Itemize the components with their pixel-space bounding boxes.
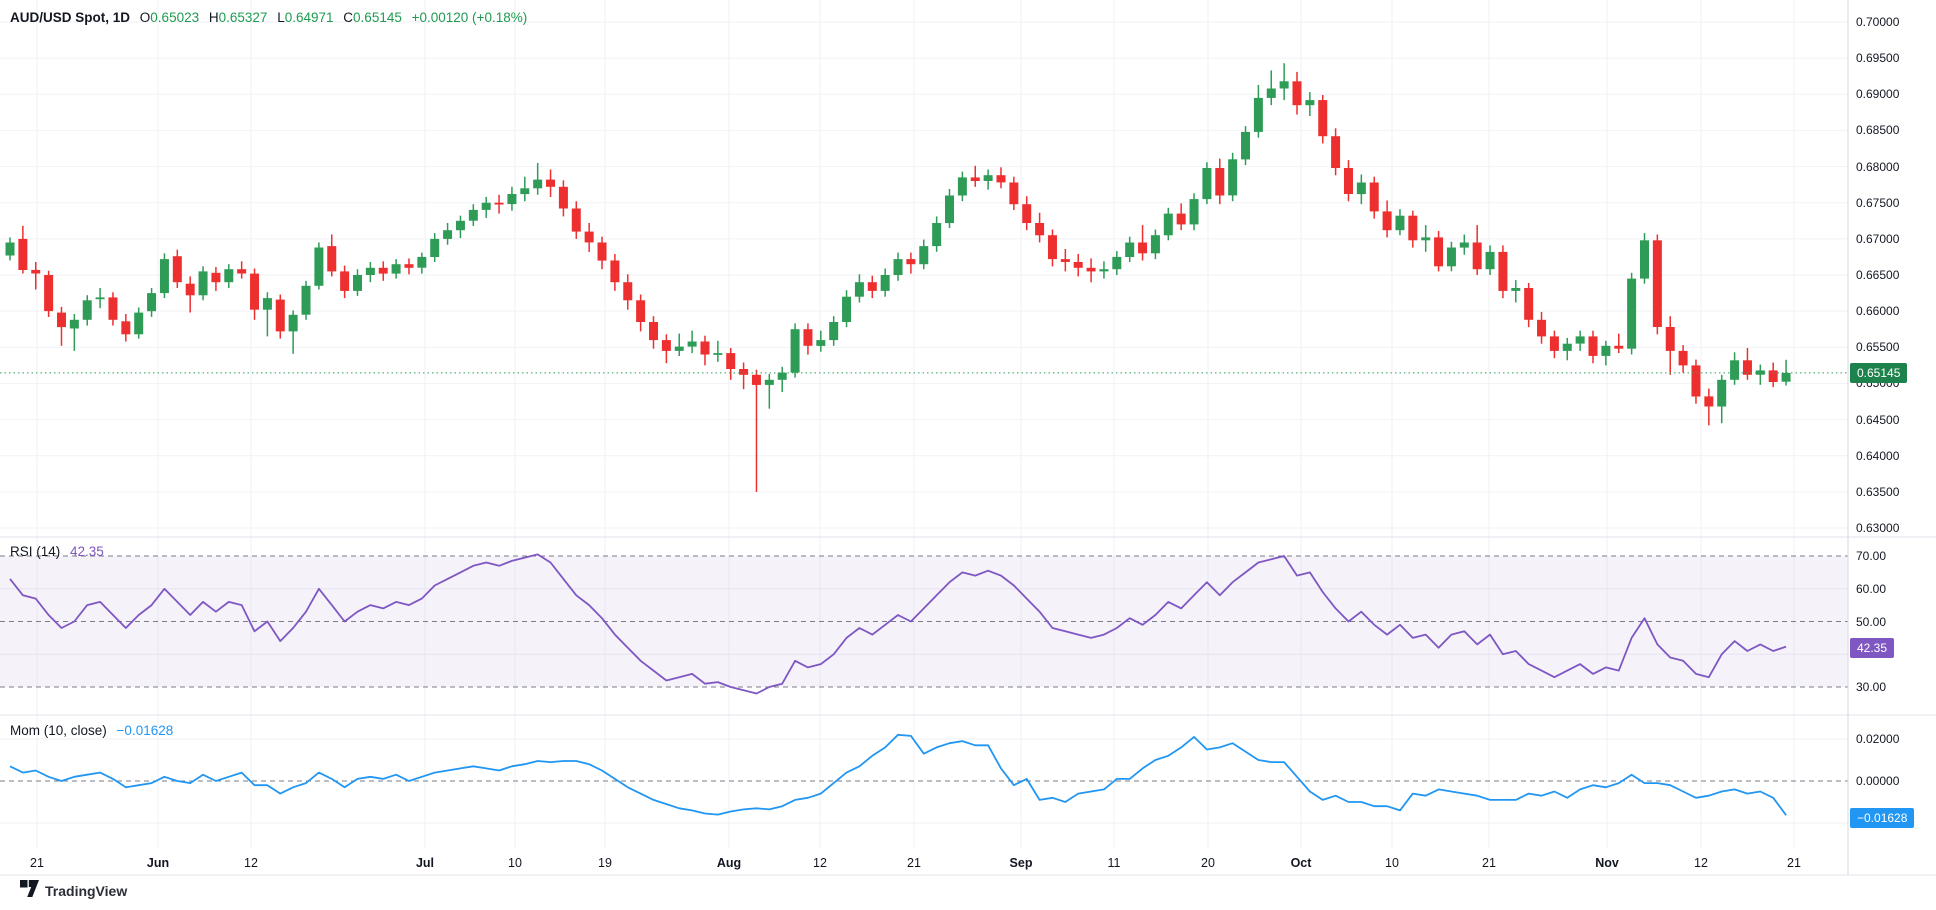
low-value: 0.64971 — [284, 10, 334, 25]
time-axis-day-label: 21 — [1787, 856, 1801, 870]
open-label: O — [139, 10, 151, 25]
time-axis-day-label: 10 — [1385, 856, 1399, 870]
price-axis-label: 0.70000 — [1856, 15, 1900, 29]
time-axis-day-label: 10 — [508, 856, 522, 870]
momentum-axis-label: 0.02000 — [1856, 732, 1900, 746]
price-axis-label: 0.64500 — [1856, 413, 1900, 427]
tradingview-logo-icon — [20, 880, 39, 902]
price-axis-label: 0.66000 — [1856, 304, 1900, 318]
time-axis-day-label: 21 — [907, 856, 921, 870]
time-axis-day-label: 11 — [1107, 856, 1121, 870]
time-axis-day-label: 12 — [813, 856, 827, 870]
price-axis-label: 0.68500 — [1856, 123, 1900, 137]
price-axis-label: 0.69000 — [1856, 87, 1900, 101]
price-axis-label: 0.64000 — [1856, 449, 1900, 463]
time-axis-month-label: Jul — [415, 856, 435, 870]
time-axis-month-label: Jun — [146, 856, 170, 870]
time-axis-day-label: 19 — [598, 856, 612, 870]
time-axis-day-label: 12 — [1694, 856, 1708, 870]
price-axis-label: 0.67000 — [1856, 232, 1900, 246]
tradingview-attribution[interactable]: TradingView — [20, 880, 127, 902]
rsi-axis-label: 50.00 — [1856, 615, 1887, 629]
low-label: L — [277, 10, 285, 25]
time-axis-day-label: 20 — [1201, 856, 1215, 870]
time-axis-month-label: Sep — [1009, 856, 1033, 870]
price-axis-label: 0.63000 — [1856, 521, 1900, 535]
price-axis-label: 0.67500 — [1856, 196, 1900, 210]
change-value: +0.00120 (+0.18%) — [411, 10, 528, 25]
symbol-legend: AUD/USD Spot, 1D O0.65023 H0.65327 L0.64… — [10, 10, 527, 25]
tradingview-logo-text: TradingView — [45, 883, 128, 899]
momentum-indicator-title[interactable]: Mom (10, close) — [10, 723, 107, 738]
momentum-axis-label: 0.00000 — [1856, 774, 1900, 788]
time-axis-day-label: 12 — [244, 856, 258, 870]
rsi-axis-label: 60.00 — [1856, 582, 1887, 596]
rsi-value: 42.35 — [70, 544, 104, 559]
time-axis-day-label: 21 — [30, 856, 44, 870]
price-axis-label: 0.68000 — [1856, 160, 1900, 174]
rsi-axis-label: 70.00 — [1856, 549, 1887, 563]
symbol-title[interactable]: AUD/USD Spot, 1D — [10, 10, 131, 25]
rsi-axis-label: 30.00 — [1856, 680, 1887, 694]
high-label: H — [208, 10, 219, 25]
last-price-badge: 0.65145 — [1850, 363, 1908, 383]
rsi-legend: RSI (14) 42.35 — [10, 544, 104, 559]
high-value: 0.65327 — [218, 10, 268, 25]
rsi-indicator-title[interactable]: RSI (14) — [10, 544, 61, 559]
price-axis-label: 0.69500 — [1856, 51, 1900, 65]
time-axis-day-label: 21 — [1482, 856, 1496, 870]
momentum-value-badge: −0.01628 — [1850, 808, 1915, 828]
open-value: 0.65023 — [150, 10, 200, 25]
price-axis-label: 0.65500 — [1856, 340, 1900, 354]
rsi-value-badge: 42.35 — [1850, 638, 1895, 658]
close-value: 0.65145 — [353, 10, 402, 25]
close-label: C — [343, 10, 354, 25]
price-axis-label: 0.66500 — [1856, 268, 1900, 282]
time-axis-month-label: Aug — [716, 856, 742, 870]
time-axis-month-label: Nov — [1595, 856, 1619, 870]
momentum-legend: Mom (10, close) −0.01628 — [10, 723, 173, 738]
momentum-value: −0.01628 — [116, 723, 174, 738]
price-axis-label: 0.63500 — [1856, 485, 1900, 499]
time-axis-month-label: Oct — [1290, 856, 1312, 870]
